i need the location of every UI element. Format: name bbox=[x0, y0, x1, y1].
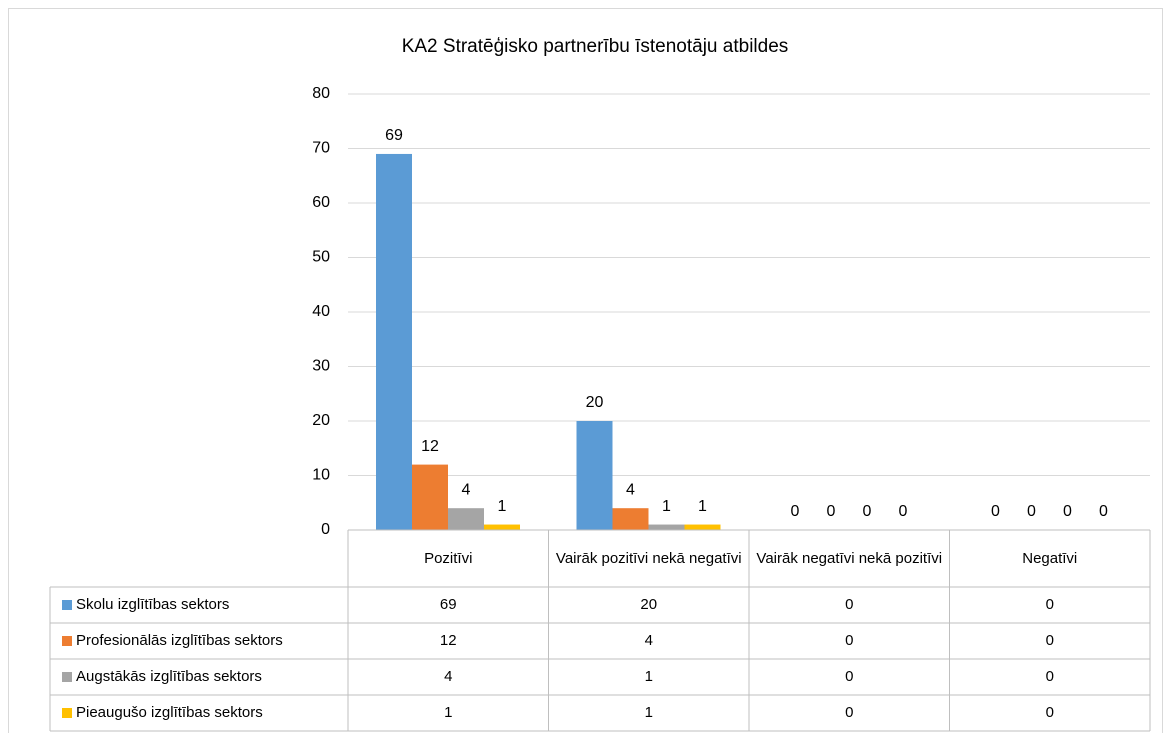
table-value: 0 bbox=[845, 632, 853, 649]
table-value: 0 bbox=[845, 704, 853, 721]
x-tick-label: Pozitīvi bbox=[424, 549, 473, 567]
legend-key bbox=[62, 636, 72, 646]
table-value: 20 bbox=[640, 596, 657, 613]
table-value: 1 bbox=[645, 668, 653, 685]
bar bbox=[576, 421, 613, 530]
table-value: 0 bbox=[1046, 668, 1054, 685]
table-value: 4 bbox=[444, 668, 452, 685]
bar bbox=[376, 153, 412, 530]
bar bbox=[612, 508, 649, 530]
data-label: 0 bbox=[1027, 503, 1036, 520]
data-label: 12 bbox=[421, 438, 439, 455]
data-label: 20 bbox=[586, 394, 604, 411]
data-label: 0 bbox=[899, 503, 908, 520]
data-label: 0 bbox=[991, 503, 1000, 520]
legend-label: Skolu izglītības sektors bbox=[76, 596, 229, 613]
bar bbox=[448, 508, 484, 530]
table-value: 1 bbox=[444, 704, 452, 721]
x-tick-label-box: Vairāk negatīvi nekā pozitīvi bbox=[756, 549, 943, 567]
y-tick-label: 0 bbox=[321, 521, 330, 538]
bar bbox=[412, 464, 448, 530]
y-tick-label: 40 bbox=[312, 303, 330, 320]
bar bbox=[484, 524, 520, 530]
y-tick-label: 30 bbox=[312, 358, 330, 375]
table-value: 0 bbox=[845, 668, 853, 685]
bar bbox=[684, 524, 721, 530]
table-value: 69 bbox=[440, 596, 457, 613]
x-tick-label-box: Negatīvi bbox=[1022, 549, 1078, 567]
x-tick-label: Vairāk negatīvi nekā pozitīvi bbox=[756, 549, 943, 567]
y-tick-label: 20 bbox=[312, 412, 330, 429]
x-tick-label: Negatīvi bbox=[1022, 549, 1078, 567]
data-label: 1 bbox=[698, 498, 707, 515]
data-label: 0 bbox=[1099, 503, 1108, 520]
data-label: 4 bbox=[626, 481, 635, 498]
legend-label: Pieaugušo izglītības sektors bbox=[76, 704, 263, 721]
data-label: 1 bbox=[662, 498, 671, 515]
data-label: 1 bbox=[498, 498, 507, 515]
table-value: 0 bbox=[1046, 704, 1054, 721]
table-value: 0 bbox=[845, 596, 853, 613]
y-tick-label: 10 bbox=[312, 467, 330, 484]
data-label: 4 bbox=[462, 481, 471, 498]
data-label: 69 bbox=[385, 127, 403, 144]
legend-label: Profesionālās izglītības sektors bbox=[76, 632, 283, 649]
data-label: 0 bbox=[1063, 503, 1072, 520]
data-label: 0 bbox=[791, 503, 800, 520]
x-tick-label-box: Pozitīvi bbox=[424, 549, 473, 567]
bar bbox=[648, 524, 685, 530]
y-tick-label: 50 bbox=[312, 249, 330, 266]
table-value: 12 bbox=[440, 632, 457, 649]
legend-key bbox=[62, 708, 72, 718]
legend-label: Augstākās izglītības sektors bbox=[76, 668, 262, 685]
x-tick-label-box: Vairāk pozitīvi nekā negatīvi bbox=[555, 549, 742, 567]
chart-title: KA2 Stratēģisko partnerību īstenotāju at… bbox=[402, 36, 789, 57]
table-value: 0 bbox=[1046, 596, 1054, 613]
table-value: 0 bbox=[1046, 632, 1054, 649]
table-value: 1 bbox=[645, 704, 653, 721]
table-value: 4 bbox=[645, 632, 653, 649]
x-tick-label: Vairāk pozitīvi nekā negatīvi bbox=[555, 549, 742, 567]
y-tick-label: 80 bbox=[312, 85, 330, 102]
data-label: 0 bbox=[827, 503, 836, 520]
y-tick-label: 60 bbox=[312, 194, 330, 211]
legend-key bbox=[62, 600, 72, 610]
y-tick-label: 70 bbox=[312, 140, 330, 157]
chart-border bbox=[8, 8, 1163, 733]
data-label: 0 bbox=[863, 503, 872, 520]
legend-key bbox=[62, 672, 72, 682]
